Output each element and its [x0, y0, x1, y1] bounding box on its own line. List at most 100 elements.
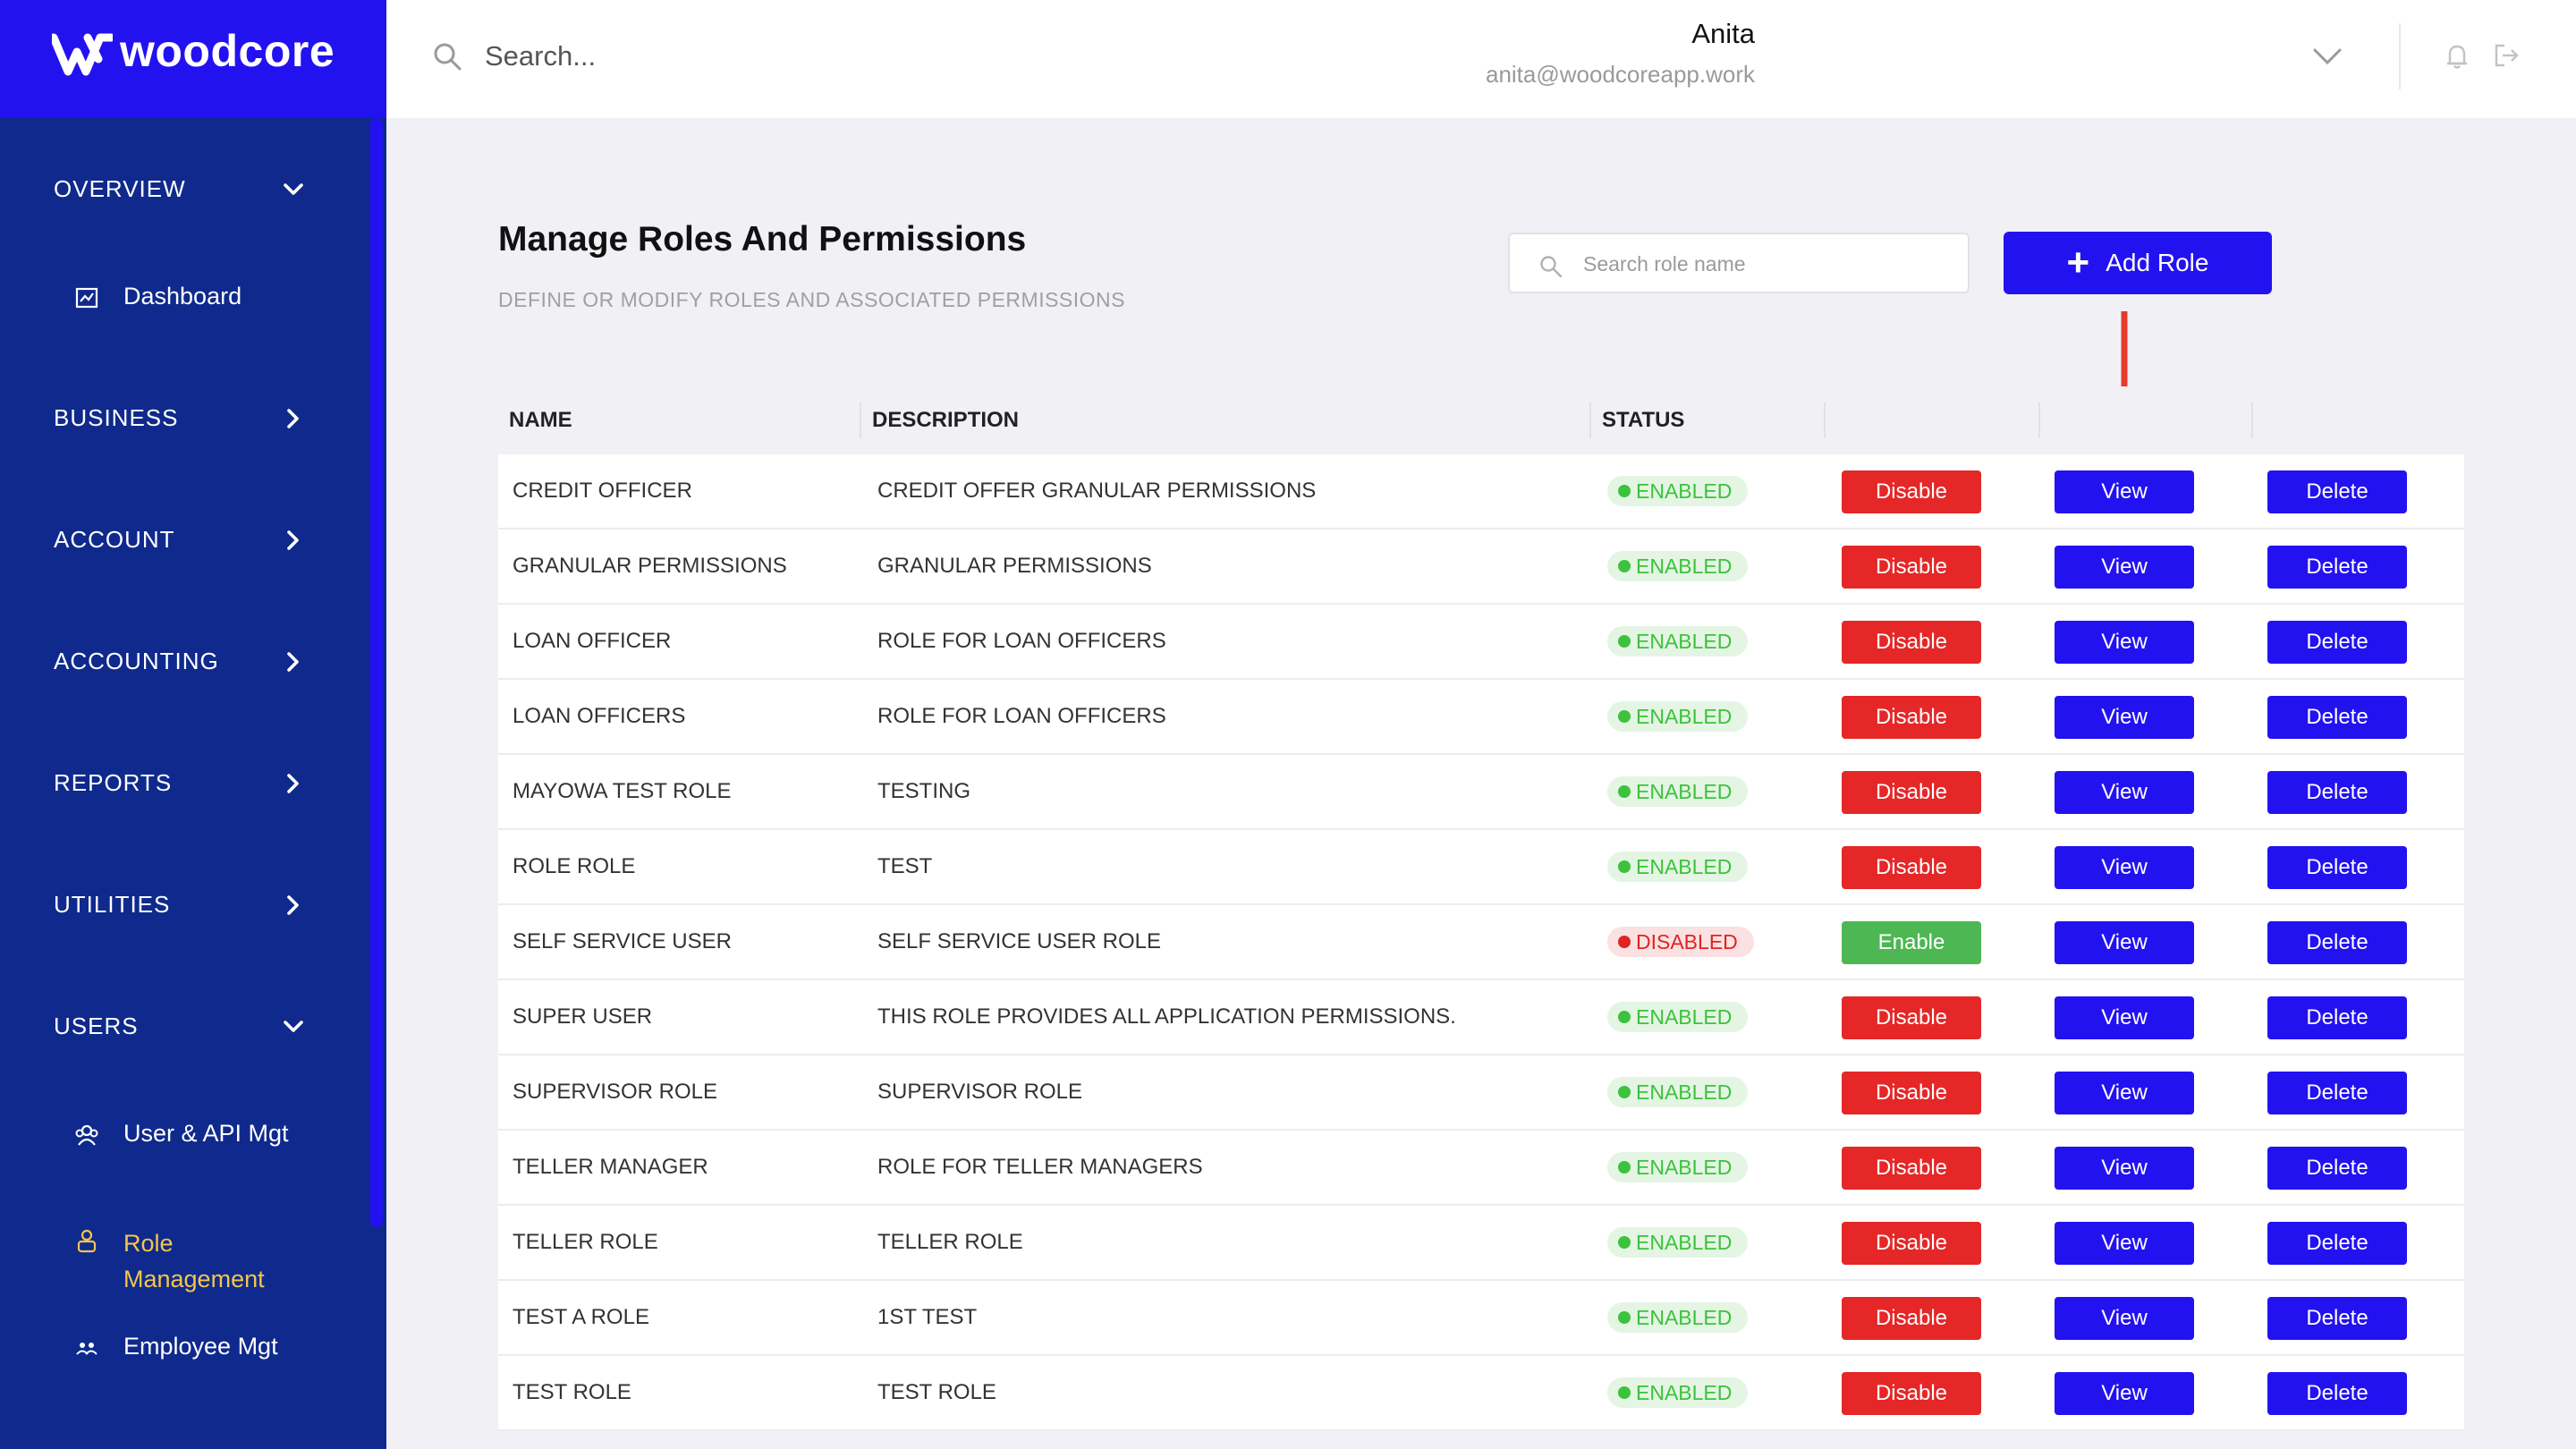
- role-description: TEST ROLE: [877, 1380, 996, 1404]
- logout-icon[interactable]: [2492, 41, 2521, 70]
- disable-button[interactable]: Disable: [1842, 771, 1981, 814]
- enable-button[interactable]: Enable: [1842, 921, 1981, 964]
- disable-button[interactable]: Disable: [1842, 846, 1981, 889]
- sidebar-section-reports[interactable]: REPORTS: [54, 769, 173, 796]
- header-divider: [2399, 23, 2401, 89]
- delete-button[interactable]: Delete: [2267, 1372, 2407, 1415]
- disable-button[interactable]: Disable: [1842, 696, 1981, 739]
- status-badge: ENABLED: [1607, 476, 1749, 506]
- delete-button[interactable]: Delete: [2267, 846, 2407, 889]
- view-button[interactable]: View: [2055, 846, 2194, 889]
- sidebar-section-business[interactable]: BUSINESS: [54, 404, 179, 431]
- delete-button[interactable]: Delete: [2267, 1222, 2407, 1265]
- chevron-down-icon[interactable]: [277, 174, 309, 206]
- delete-button[interactable]: Delete: [2267, 1072, 2407, 1114]
- add-role-button[interactable]: + Add Role: [2004, 232, 2272, 294]
- chevron-right-icon[interactable]: [277, 402, 309, 435]
- delete-button[interactable]: Delete: [2267, 1297, 2407, 1340]
- table-row: TEST A ROLE 1ST TEST ENABLED Disable View Del…: [498, 1281, 2464, 1356]
- delete-button[interactable]: Delete: [2267, 771, 2407, 814]
- delete-button[interactable]: Delete: [2267, 996, 2407, 1039]
- role-description: CREDIT OFFER GRANULAR PERMISSIONS: [877, 479, 1317, 503]
- search-icon: [434, 43, 462, 71]
- sidebar-item-dashboard[interactable]: Dashboard: [73, 283, 242, 311]
- column-divider: [2251, 402, 2253, 438]
- disable-button[interactable]: Disable: [1842, 1222, 1981, 1265]
- view-button[interactable]: View: [2055, 921, 2194, 964]
- status-badge: ENABLED: [1607, 776, 1749, 807]
- sidebar-item-employee-mgt[interactable]: Employee Mgt: [73, 1333, 278, 1361]
- role-description: TELLER ROLE: [877, 1230, 1023, 1254]
- sidebar-item-label: Employee Mgt: [123, 1333, 278, 1360]
- column-divider: [1589, 402, 1591, 438]
- disable-button[interactable]: Disable: [1842, 1297, 1981, 1340]
- sidebar-section-accounting[interactable]: ACCOUNTING: [54, 648, 219, 674]
- sidebar-section-account[interactable]: ACCOUNT: [54, 526, 175, 553]
- sidebar-section-overview[interactable]: OVERVIEW: [54, 175, 186, 202]
- sidebar-scrollbar[interactable]: [370, 118, 383, 1227]
- view-button[interactable]: View: [2055, 1222, 2194, 1265]
- sidebar: woodcore OVERVIEW BUSINESS ACCOUNT ACCOUNTI…: [0, 0, 386, 1449]
- view-button[interactable]: View: [2055, 996, 2194, 1039]
- global-search-input[interactable]: [483, 30, 1023, 82]
- role-search-box: [1508, 233, 1970, 293]
- table-row: MAYOWA TEST ROLE TESTING ENABLED Disable Vie…: [498, 755, 2464, 830]
- sidebar-item-label: Role: [123, 1230, 174, 1257]
- role-name: TELLER MANAGER: [513, 1155, 708, 1179]
- logo-bar: woodcore: [0, 0, 386, 118]
- disable-button[interactable]: Disable: [1842, 1147, 1981, 1190]
- view-button[interactable]: View: [2055, 771, 2194, 814]
- chevron-right-icon[interactable]: [277, 767, 309, 800]
- role-name: LOAN OFFICERS: [513, 704, 686, 728]
- chevron-right-icon[interactable]: [277, 889, 309, 921]
- role-description: ROLE FOR LOAN OFFICERS: [877, 704, 1166, 728]
- chevron-down-icon[interactable]: [2308, 39, 2347, 72]
- disable-button[interactable]: Disable: [1842, 1072, 1981, 1114]
- notification-bell-icon[interactable]: [2442, 41, 2472, 72]
- sidebar-item-role-management[interactable]: Role Management: [73, 1225, 265, 1297]
- delete-button[interactable]: Delete: [2267, 921, 2407, 964]
- delete-button[interactable]: Delete: [2267, 470, 2407, 513]
- chevron-down-icon[interactable]: [277, 1011, 309, 1043]
- sidebar-item-label: User & API Mgt: [123, 1120, 289, 1147]
- add-role-label: Add Role: [2106, 249, 2209, 276]
- view-button[interactable]: View: [2055, 1147, 2194, 1190]
- sidebar-section-users[interactable]: USERS: [54, 1013, 139, 1039]
- view-button[interactable]: View: [2055, 696, 2194, 739]
- view-button[interactable]: View: [2055, 621, 2194, 664]
- status-badge: ENABLED: [1607, 1152, 1749, 1182]
- view-button[interactable]: View: [2055, 1072, 2194, 1114]
- chevron-right-icon[interactable]: [277, 646, 309, 678]
- sidebar-section-utilities[interactable]: UTILITIES: [54, 891, 171, 918]
- delete-button[interactable]: Delete: [2267, 696, 2407, 739]
- view-button[interactable]: View: [2055, 470, 2194, 513]
- role-name: TELLER ROLE: [513, 1230, 658, 1254]
- table-row: SUPER USER THIS ROLE PROVIDES ALL APPLICA…: [498, 980, 2464, 1055]
- delete-button[interactable]: Delete: [2267, 546, 2407, 589]
- delete-button[interactable]: Delete: [2267, 1147, 2407, 1190]
- role-name: TEST A ROLE: [513, 1305, 649, 1329]
- view-button[interactable]: View: [2055, 546, 2194, 589]
- users-group-icon: [75, 1124, 98, 1146]
- woodcore-logo-icon: [52, 33, 113, 76]
- view-button[interactable]: View: [2055, 1297, 2194, 1340]
- status-badge: ENABLED: [1607, 1377, 1749, 1408]
- plus-icon: +: [2066, 241, 2090, 284]
- role-description: 1ST TEST: [877, 1305, 978, 1329]
- disable-button[interactable]: Disable: [1842, 470, 1981, 513]
- sidebar-item-user-api-mgt[interactable]: User & API Mgt: [73, 1120, 289, 1148]
- status-badge: ENABLED: [1607, 551, 1749, 581]
- user-name: Anita: [1691, 18, 1755, 49]
- role-name: SELF SERVICE USER: [513, 929, 732, 953]
- roles-table: NAME DESCRIPTION STATUS CREDIT OFFICER CR…: [498, 386, 2464, 1431]
- table-row: GRANULAR PERMISSIONS GRANULAR PERMISSIONS…: [498, 530, 2464, 605]
- role-search-input[interactable]: [1581, 243, 1961, 284]
- chevron-right-icon[interactable]: [277, 524, 309, 556]
- delete-button[interactable]: Delete: [2267, 621, 2407, 664]
- disable-button[interactable]: Disable: [1842, 996, 1981, 1039]
- disable-button[interactable]: Disable: [1842, 1372, 1981, 1415]
- view-button[interactable]: View: [2055, 1372, 2194, 1415]
- disable-button[interactable]: Disable: [1842, 546, 1981, 589]
- role-description: SUPERVISOR ROLE: [877, 1080, 1082, 1104]
- disable-button[interactable]: Disable: [1842, 621, 1981, 664]
